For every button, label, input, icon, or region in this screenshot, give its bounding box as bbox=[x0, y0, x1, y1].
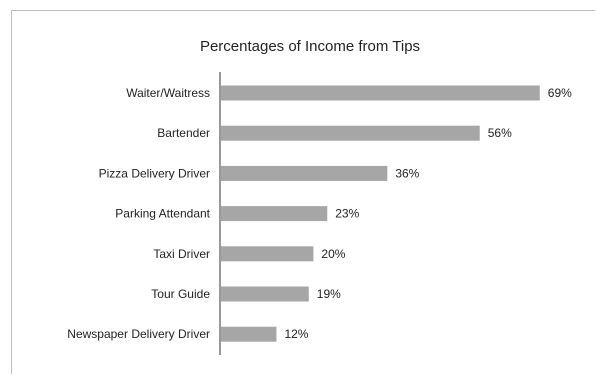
category-label: Newspaper Delivery Driver bbox=[67, 327, 210, 341]
value-label: 23% bbox=[335, 207, 359, 221]
category-label: Waiter/Waitress bbox=[126, 86, 210, 100]
value-label: 69% bbox=[548, 86, 572, 100]
bar bbox=[221, 246, 314, 262]
chart-title: Percentages of Income from Tips bbox=[199, 38, 421, 55]
category-label: Tour Guide bbox=[151, 287, 210, 301]
bar bbox=[221, 206, 328, 222]
chart-frame bbox=[11, 10, 595, 374]
value-label: 36% bbox=[395, 166, 419, 180]
bar bbox=[221, 286, 309, 302]
bar bbox=[221, 125, 480, 141]
value-label: 56% bbox=[488, 126, 512, 140]
value-label: 20% bbox=[321, 247, 345, 261]
category-label: Taxi Driver bbox=[153, 247, 210, 261]
category-label: Pizza Delivery Driver bbox=[99, 166, 210, 180]
category-label: Parking Attendant bbox=[115, 207, 210, 221]
bar bbox=[221, 85, 540, 101]
value-label: 12% bbox=[284, 327, 308, 341]
category-label: Bartender bbox=[157, 126, 210, 140]
value-label: 19% bbox=[317, 287, 341, 301]
bar bbox=[221, 165, 388, 181]
bar bbox=[221, 326, 277, 342]
